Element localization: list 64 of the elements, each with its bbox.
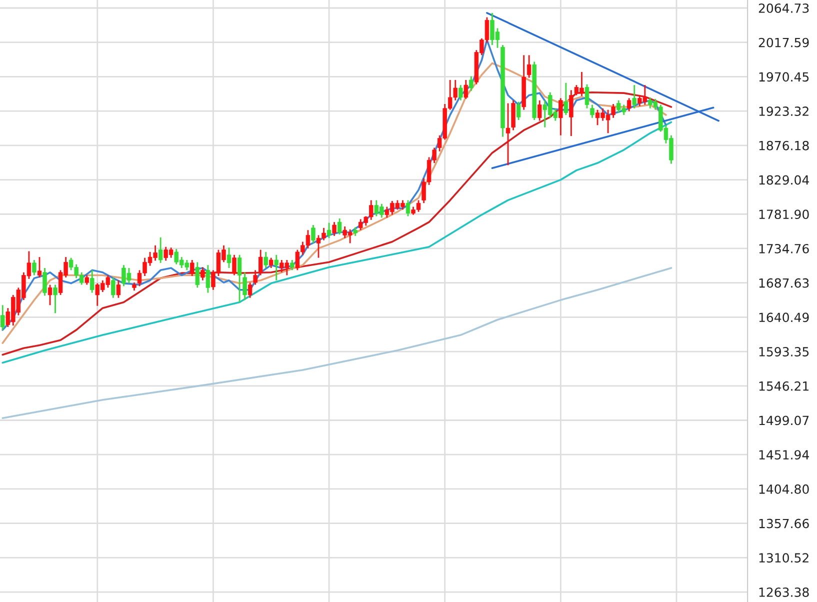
candlestick bbox=[253, 269, 258, 286]
y-tick-label: 2017.59 bbox=[758, 38, 809, 48]
candlestick bbox=[269, 257, 274, 269]
y-tick-label: 1923.32 bbox=[759, 106, 808, 116]
candlestick bbox=[237, 254, 242, 303]
candlestick bbox=[53, 284, 58, 314]
candlestick bbox=[590, 104, 594, 119]
y-tick-label: 2064.73 bbox=[758, 3, 809, 13]
candlestick bbox=[226, 246, 232, 269]
candlestick bbox=[458, 84, 463, 102]
candlestick bbox=[627, 97, 632, 112]
candlestick bbox=[206, 264, 210, 294]
candlestick bbox=[190, 259, 194, 277]
y-tick-label: 1593.35 bbox=[759, 347, 809, 356]
candlestick bbox=[274, 254, 278, 282]
candlestick bbox=[469, 76, 474, 92]
line-series bbox=[2, 267, 672, 420]
candlestick bbox=[290, 259, 294, 271]
candlestick bbox=[42, 267, 47, 296]
candlestick bbox=[195, 261, 200, 288]
y-tick-label: 1546.21 bbox=[759, 381, 809, 391]
candlestick bbox=[558, 97, 563, 136]
candlestick bbox=[32, 259, 36, 276]
candlestick bbox=[37, 256, 42, 278]
candlestick bbox=[258, 249, 263, 276]
y-tick-label: 1263.38 bbox=[759, 588, 809, 597]
y-tick-label: 1687.63 bbox=[759, 278, 809, 288]
candlestick bbox=[464, 79, 468, 100]
y-tick-label: 1734.76 bbox=[759, 244, 809, 254]
candlestick bbox=[232, 254, 236, 276]
candlestick bbox=[0, 304, 5, 331]
candlestick bbox=[248, 282, 252, 299]
candlestick bbox=[516, 101, 521, 121]
candlestick bbox=[564, 82, 568, 116]
candlestick bbox=[242, 272, 247, 301]
candlestick bbox=[526, 54, 532, 78]
candlestick bbox=[584, 84, 590, 110]
y-tick-label: 1829.04 bbox=[759, 175, 809, 185]
candlestick bbox=[326, 222, 332, 239]
y-tick-label: 1451.94 bbox=[759, 450, 809, 460]
y-tick-label: 1970.45 bbox=[759, 72, 809, 82]
y-tick-label: 1876.18 bbox=[759, 140, 809, 150]
y-tick-label: 1640.49 bbox=[759, 312, 809, 322]
candlestick bbox=[48, 284, 52, 306]
candlestick bbox=[116, 280, 121, 299]
candlestick bbox=[311, 224, 316, 244]
y-tick-label: 1310.52 bbox=[759, 553, 808, 563]
y-tick-label: 1404.80 bbox=[759, 484, 809, 494]
candlestick bbox=[337, 218, 342, 236]
candlestick bbox=[406, 200, 410, 217]
y-tick-label: 1357.66 bbox=[759, 518, 809, 528]
candlestick bbox=[84, 274, 89, 286]
y-tick-label: 1781.90 bbox=[759, 210, 809, 220]
candlestick bbox=[538, 100, 542, 122]
candlestick bbox=[332, 221, 336, 237]
candlestick bbox=[506, 102, 510, 166]
y-tick-label: 1499.07 bbox=[759, 416, 809, 426]
candlestick bbox=[200, 266, 205, 282]
candlestick bbox=[90, 269, 94, 294]
candlestick bbox=[569, 89, 574, 137]
candlestick bbox=[632, 84, 636, 110]
candlestick bbox=[158, 236, 163, 264]
candlestick bbox=[264, 251, 268, 269]
candlestick bbox=[111, 276, 116, 299]
